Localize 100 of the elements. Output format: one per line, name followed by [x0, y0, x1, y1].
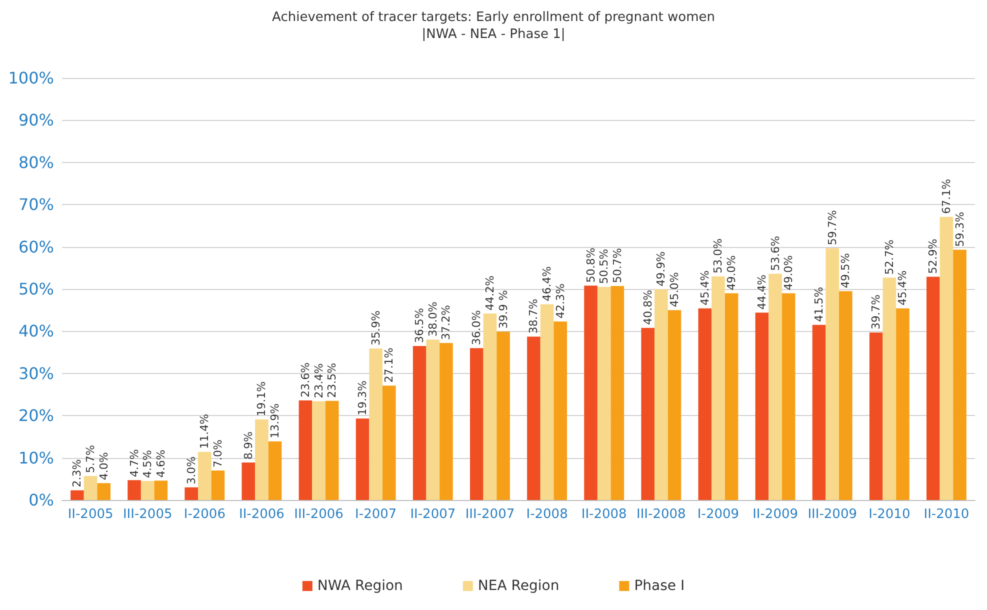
- y-tick-label: 80%: [18, 152, 54, 172]
- bar: [242, 462, 256, 500]
- data-label: 38.7%: [527, 298, 540, 334]
- bar: [470, 348, 484, 500]
- data-label: 49.5%: [839, 253, 852, 288]
- x-tick-label: II-2006: [238, 507, 284, 522]
- chart-title: Achievement of tracer targets: Early enrollment of pregnant women: [272, 10, 715, 25]
- data-label: 59.3%: [953, 212, 966, 247]
- y-tick-label: 100%: [8, 68, 54, 88]
- data-label: 52.7%: [882, 240, 896, 275]
- bar: [140, 481, 154, 500]
- data-label: 67.1%: [940, 178, 953, 214]
- legend-label: NWA Region: [317, 578, 403, 594]
- data-label: 59.7%: [826, 210, 839, 246]
- data-label: 50.8%: [584, 248, 598, 283]
- bar: [369, 348, 382, 500]
- data-label: 39.9 %: [496, 290, 510, 329]
- data-label: 44.4%: [755, 274, 768, 310]
- bar: [184, 487, 198, 500]
- x-tick-label: I-2009: [697, 507, 740, 522]
- data-label: 38.0%: [426, 302, 440, 337]
- data-label: 19.3%: [356, 380, 370, 416]
- bar: [668, 310, 682, 500]
- data-label: 13.9%: [268, 403, 282, 438]
- data-label: 45.0%: [668, 272, 681, 308]
- data-label: 4.0%: [97, 452, 110, 480]
- x-tick-label: III-2006: [294, 507, 344, 522]
- data-label: 39.7%: [870, 294, 883, 330]
- bar: [97, 483, 111, 500]
- data-label: 50.7%: [610, 248, 624, 284]
- bar: [926, 276, 940, 500]
- y-tick-label: 40%: [18, 322, 54, 341]
- y-tick-label: 60%: [18, 237, 54, 256]
- y-tick-label: 10%: [18, 448, 54, 468]
- x-tick-label: III-2007: [465, 507, 515, 522]
- bar: [597, 286, 611, 500]
- x-tick-label: II-2008: [581, 507, 627, 522]
- bar: [869, 332, 883, 500]
- bar: [70, 490, 84, 500]
- data-label: 4.6%: [154, 450, 168, 478]
- bar: [268, 441, 282, 500]
- x-tick-label: II-2007: [410, 507, 456, 522]
- bar: [154, 480, 168, 500]
- y-tick-label: 50%: [18, 280, 54, 298]
- data-label: 41.5%: [812, 286, 826, 322]
- bar: [440, 343, 453, 500]
- data-label: 11.4%: [198, 414, 212, 449]
- x-tick-label: I-2007: [355, 507, 397, 522]
- bar: [755, 312, 769, 500]
- bar: [527, 336, 540, 500]
- data-label: 40.8%: [641, 290, 654, 325]
- bar: [812, 324, 826, 500]
- data-label: 52.9%: [926, 238, 940, 274]
- bar: [698, 308, 712, 500]
- data-label: 23.4%: [312, 363, 326, 398]
- y-tick-label: 20%: [18, 406, 54, 426]
- data-label: 37.2%: [440, 305, 453, 340]
- data-label: 36.5%: [413, 308, 426, 343]
- data-label: 44.2%: [483, 276, 496, 310]
- bar: [412, 346, 426, 500]
- x-tick-label: II-2009: [752, 507, 798, 522]
- bar: [496, 332, 510, 500]
- data-label: 45.4%: [896, 270, 910, 306]
- data-label: 35.9%: [369, 310, 382, 346]
- data-label: 27.1%: [382, 348, 396, 383]
- bar: [782, 293, 796, 500]
- data-label: 23.5%: [326, 362, 339, 398]
- data-label: 7.0%: [211, 440, 224, 468]
- legend-label: NEA Region: [478, 578, 560, 594]
- bar: [356, 418, 370, 500]
- data-label: 53.0%: [712, 238, 725, 274]
- data-label: 42.3%: [554, 284, 567, 318]
- data-label: 4.5%: [141, 450, 154, 478]
- data-label: 4.7%: [128, 449, 141, 478]
- data-label: 8.9%: [242, 431, 255, 460]
- x-tick-label: III-2009: [808, 507, 857, 522]
- data-label: 53.6%: [768, 236, 782, 271]
- data-label: 23.6%: [298, 362, 312, 398]
- bar: [826, 248, 839, 500]
- bar: [610, 286, 624, 500]
- x-tick-label: III-2008: [636, 507, 686, 522]
- bar: [540, 304, 554, 500]
- bar: [84, 476, 98, 500]
- bar: [554, 321, 568, 500]
- bar: [882, 278, 896, 500]
- bar: [198, 452, 212, 500]
- y-tick-label: 70%: [18, 195, 54, 214]
- x-tick-label: I-2008: [526, 507, 568, 522]
- data-label: 49.0%: [782, 255, 796, 290]
- data-label: 5.7%: [84, 444, 98, 473]
- bar: [382, 386, 396, 500]
- data-label: 3.0%: [184, 456, 198, 484]
- bar: [724, 293, 738, 500]
- bar: [584, 286, 598, 500]
- data-label: 49.9%: [654, 251, 668, 286]
- bar: [483, 313, 497, 500]
- data-label: 46.4%: [540, 266, 554, 302]
- data-label: 2.3%: [70, 459, 84, 488]
- data-label: 45.4%: [698, 270, 712, 306]
- bar: [325, 400, 339, 500]
